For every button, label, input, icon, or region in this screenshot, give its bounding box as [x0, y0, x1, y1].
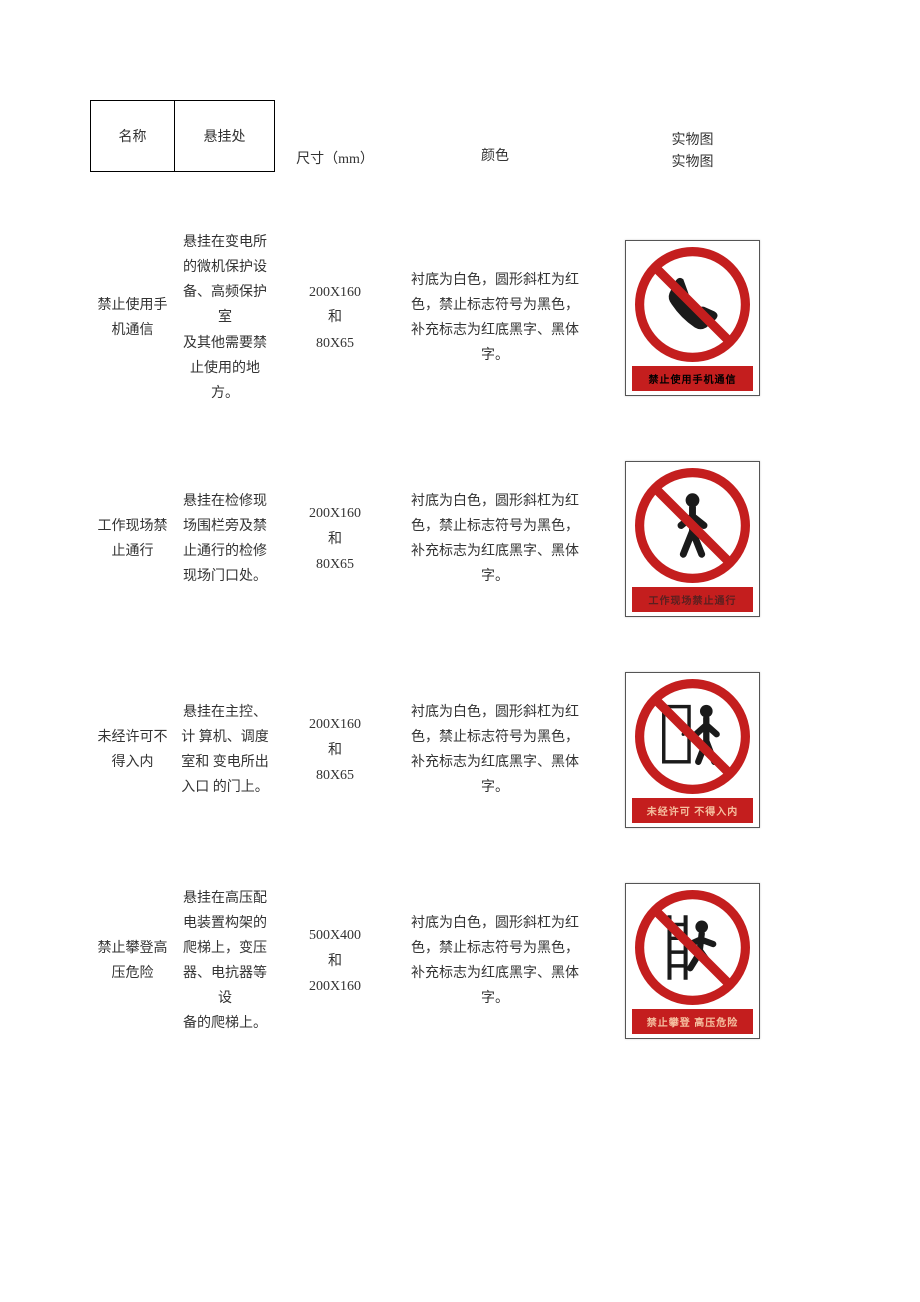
cell-name: 工作现场禁止通行: [90, 514, 175, 564]
table-header: 名称 悬挂处 尺寸（mm） 颜色 实物图实物图: [90, 100, 860, 200]
header-location: 悬挂处: [175, 100, 275, 172]
cell-image: 工作现场禁止通行: [595, 461, 790, 617]
prohibition-icon: [635, 247, 750, 362]
cell-name: 禁止攀登高压危险: [90, 936, 175, 986]
cell-size: 200X160和80X65: [275, 712, 395, 788]
cell-name: 禁止使用手机通信: [90, 293, 175, 343]
cell-size: 500X400和200X160: [275, 923, 395, 999]
table-row: 禁止攀登高压危险 悬挂在高压配电装置构架的爬梯上，变压器、电抗器等设备的爬梯上。…: [90, 883, 860, 1039]
table-row: 禁止使用手机通信 悬挂在变电所的微机保护设备、高频保护室及其他需要禁止使用的地方…: [90, 230, 860, 406]
cell-color: 衬底为白色，圆形斜杠为红色，禁止标志符号为黑色，补充标志为红底黑字、黑体字。: [395, 268, 595, 369]
sign-caption: 未经许可 不得入内: [632, 798, 753, 823]
cell-color: 衬底为白色，圆形斜杠为红色，禁止标志符号为黑色，补充标志为红底黑字、黑体字。: [395, 489, 595, 590]
prohibition-sign: 未经许可 不得入内: [625, 672, 760, 828]
sign-caption: 禁止使用手机通信: [632, 366, 753, 391]
prohibition-icon: [635, 679, 750, 794]
cell-location: 悬挂在变电所的微机保护设备、高频保护室及其他需要禁止使用的地方。: [175, 230, 275, 406]
table-row: 工作现场禁止通行 悬挂在检修现场围栏旁及禁止通行的检修现场门口处。 200X16…: [90, 461, 860, 617]
cell-image: 禁止攀登 高压危险: [595, 883, 790, 1039]
cell-name: 未经许可不得入内: [90, 725, 175, 775]
prohibition-sign: 工作现场禁止通行: [625, 461, 760, 617]
table-row: 未经许可不得入内 悬挂在主控、计 算机、调度室和 变电所出入口 的门上。 200…: [90, 672, 860, 828]
cell-location: 悬挂在检修现场围栏旁及禁止通行的检修现场门口处。: [175, 489, 275, 590]
prohibition-icon: [635, 890, 750, 1005]
cell-location: 悬挂在主控、计 算机、调度室和 变电所出入口 的门上。: [175, 700, 275, 801]
cell-size: 200X160和80X65: [275, 280, 395, 356]
cell-location: 悬挂在高压配电装置构架的爬梯上，变压器、电抗器等设备的爬梯上。: [175, 886, 275, 1037]
prohibition-sign: 禁止使用手机通信: [625, 240, 760, 396]
cell-color: 衬底为白色，圆形斜杠为红色，禁止标志符号为黑色，补充标志为红底黑字、黑体字。: [395, 911, 595, 1012]
header-name: 名称: [90, 100, 175, 172]
header-color: 颜色: [395, 100, 595, 190]
cell-image: 禁止使用手机通信: [595, 240, 790, 396]
sign-caption: 工作现场禁止通行: [632, 587, 753, 612]
cell-color: 衬底为白色，圆形斜杠为红色，禁止标志符号为黑色，补充标志为红底黑字、黑体字。: [395, 700, 595, 801]
prohibition-icon: [635, 468, 750, 583]
header-image: 实物图实物图: [595, 100, 790, 200]
header-size: 尺寸（mm）: [275, 100, 395, 195]
cell-image: 未经许可 不得入内: [595, 672, 790, 828]
sign-caption: 禁止攀登 高压危险: [632, 1009, 753, 1034]
prohibition-sign: 禁止攀登 高压危险: [625, 883, 760, 1039]
cell-size: 200X160和80X65: [275, 501, 395, 577]
